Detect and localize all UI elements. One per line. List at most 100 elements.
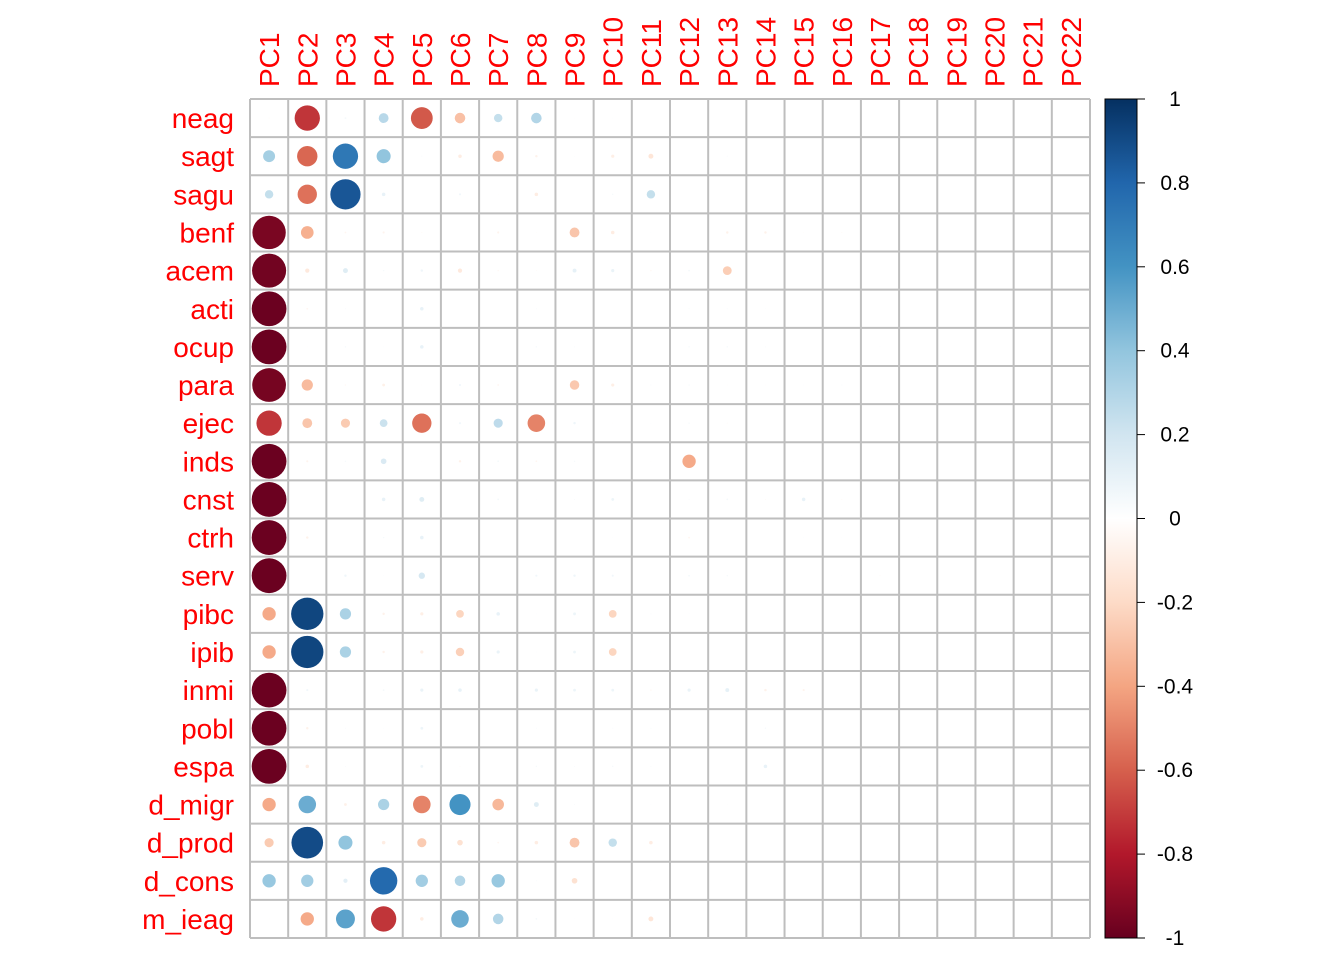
correlation-circle-ipib-PC12: ipib / PC12: 0.02	[688, 651, 690, 653]
correlation-circle-benf-PC10: benf / PC10: -0.1	[610, 230, 615, 235]
correlation-circle-benf-PC16: benf / PC16: -0.03	[841, 231, 843, 234]
correlation-circle-d_migr-PC6: d_migr / PC6: 0.6	[449, 793, 471, 816]
correlation-circle-pibc-PC7: pibc / PC7: 0.1	[496, 612, 500, 616]
column-label-PC21: PC21	[1018, 17, 1049, 87]
correlation-circle-acem-PC6: acem / PC6: -0.12	[457, 268, 463, 273]
correlation-circle-para-PC3: para / PC3: -0.04	[344, 384, 347, 386]
correlation-circle-ctrh-PC2: ctrh / PC2: -0.07	[306, 536, 309, 539]
column-label-PC7: PC7	[483, 33, 514, 87]
correlation-circle-benf-PC2: benf / PC2: -0.36	[300, 226, 314, 239]
correlation-circle-acti-PC13: acti / PC13: 0.03	[726, 308, 728, 310]
correlation-circle-ctrh-PC5: ctrh / PC5: 0.1	[420, 535, 424, 540]
correlation-circle-sagu-PC11: sagu / PC11: 0.24	[646, 190, 656, 199]
correlation-circle-pibc-PC11: pibc / PC11: 0.03	[650, 613, 652, 615]
correlation-circle-inmi-PC9: inmi / PC9: 0.08	[573, 688, 576, 692]
correlation-circle-sagu-PC3: sagu / PC3: 0.86	[330, 179, 361, 210]
row-label-cnst: cnst	[183, 484, 235, 515]
correlation-circle-sagt-PC8: sagt / PC8: -0.07	[535, 154, 538, 158]
correlation-circle-m_ieag-PC1: m_ieag / PC1: -0.02	[268, 918, 270, 920]
correlation-circle-pibc-PC2: pibc / PC2: 0.92	[291, 597, 324, 631]
correlation-circle-pibc-PC9: pibc / PC9: 0.08	[573, 612, 576, 616]
correlation-circle-para-PC11: para / PC11: 0.03	[650, 384, 652, 386]
correlation-circle-acem-PC2: acem / PC2: -0.12	[305, 268, 310, 273]
correlation-circle-ctrh-PC18: ctrh / PC18: 0.02	[917, 537, 919, 538]
correlation-circle-ipib-PC10: ipib / PC10: -0.22	[608, 648, 617, 656]
correlation-circle-inds-PC12: inds / PC12: -0.38	[682, 454, 696, 468]
row-label-d_migr: d_migr	[148, 790, 234, 821]
correlation-circles: neag / PC1: -0.03 neag / PC2: -0.72 neag /…	[251, 105, 919, 932]
correlation-circle-para-PC10: para / PC10: -0.09	[611, 383, 615, 387]
correlation-circle-inmi-PC3: inmi / PC3: 0.02	[345, 689, 346, 691]
correlation-circle-inmi-PC10: inmi / PC10: 0.08	[611, 688, 615, 692]
row-label-m_ieag: m_ieag	[142, 904, 234, 935]
correlation-circle-serv-PC3: serv / PC3: 0.07	[344, 574, 347, 577]
correlation-circle-ocup-PC5: ocup / PC5: 0.1	[420, 345, 424, 349]
grid-lines	[249, 98, 1091, 939]
correlation-circle-para-PC6: para / PC6: 0.06	[458, 383, 462, 387]
correlation-circle-ctrh-PC4: ctrh / PC4: 0.04	[382, 536, 385, 539]
correlation-circle-sagt-PC9: sagt / PC9: 0.02	[574, 155, 575, 157]
column-label-PC2: PC2	[292, 33, 323, 87]
colorbar-gradient	[1104, 98, 1138, 939]
correlation-circle-serv-PC10: serv / PC10: 0.06	[611, 574, 614, 577]
correlation-circle-sagu-PC4: sagu / PC4: 0.1	[381, 192, 386, 197]
correlation-circle-m_ieag-PC5: m_ieag / PC5: -0.1	[420, 917, 424, 921]
correlation-circle-pobl-PC2: pobl / PC2: -0.07	[306, 727, 309, 730]
correlation-circle-acem-PC3: acem / PC3: 0.14	[342, 268, 348, 274]
correlation-circle-serv-PC4: serv / PC4: 0.02	[383, 575, 384, 577]
correlation-circle-serv-PC1: serv / PC1: -0.99	[251, 558, 287, 594]
correlation-circle-inds-PC3: inds / PC3: 0.04	[344, 460, 347, 462]
row-label-serv: serv	[181, 561, 234, 592]
correlation-circle-acti-PC1: acti / PC1: -0.99	[251, 291, 287, 327]
column-label-PC10: PC10	[598, 17, 629, 87]
correlation-circle-espa-PC5: espa / PC5: 0.08	[420, 764, 424, 768]
colorbar-tick-label: 0.8	[1160, 172, 1189, 195]
correlation-circle-ipib-PC6: ipib / PC6: -0.24	[455, 647, 465, 657]
colorbar-tick-label: -1	[1166, 927, 1185, 950]
correlation-circle-para-PC14: para / PC14: -0.02	[765, 384, 766, 386]
correlation-circle-d_cons-PC9: d_cons / PC9: -0.16	[571, 877, 578, 884]
correlation-circle-acem-PC9: acem / PC9: 0.11	[572, 268, 577, 273]
colorbar-tick-label: 0.4	[1160, 340, 1190, 363]
correlation-circle-acem-PC8: acem / PC8: -0.03	[535, 270, 537, 272]
correlation-circle-inds-PC1: inds / PC1: -0.99	[251, 443, 287, 479]
correlation-circle-d_prod-PC4: d_prod / PC4: -0.1	[381, 840, 386, 845]
column-label-PC3: PC3	[330, 33, 361, 87]
correlation-circle-espa-PC11: espa / PC11: 0.03	[650, 765, 652, 767]
correlation-circle-cnst-PC6: cnst / PC6: 0.02	[459, 499, 461, 500]
correlation-circle-ocup-PC3: ocup / PC3: 0.04	[344, 346, 347, 348]
correlation-circle-cnst-PC9: cnst / PC9: 0.03	[574, 498, 576, 500]
correlation-circle-d_migr-PC8: d_migr / PC8: 0.14	[533, 802, 539, 807]
correlation-circle-acem-PC13: acem / PC13: -0.25	[722, 266, 732, 276]
correlation-circle-acem-PC4: acem / PC4: 0.04	[382, 269, 385, 272]
correlation-circle-benf-PC7: benf / PC7: -0.06	[497, 231, 500, 234]
correlation-circle-inmi-PC1: inmi / PC1: -0.99	[251, 672, 287, 708]
correlation-circle-inds-PC11: inds / PC11: -0.02	[650, 460, 652, 462]
row-label-inds: inds	[183, 446, 234, 477]
correlation-circle-sagu-PC2: sagu / PC2: -0.55	[297, 184, 317, 205]
correlation-circle-acem-PC5: acem / PC5: 0.07	[420, 269, 424, 272]
correlation-circle-ocup-PC17: ocup / PC17: 0.02	[879, 346, 881, 348]
correlation-circle-sagt-PC7: sagt / PC7: -0.32	[492, 150, 504, 162]
correlation-circle-acem-PC10: acem / PC10: 0.09	[611, 269, 615, 273]
correlation-circle-ejec-PC5: ejec / PC5: -0.55	[412, 413, 432, 433]
correlation-circle-d_migr-PC4: d_migr / PC4: 0.32	[378, 798, 390, 811]
correlation-circle-espa-PC1: espa / PC1: -0.99	[251, 748, 287, 784]
correlation-circle-ctrh-PC1: ctrh / PC1: -0.99	[251, 520, 287, 555]
row-label-ejec: ejec	[183, 408, 234, 439]
correlation-circle-ejec-PC10: ejec / PC10: -0.02	[612, 422, 614, 424]
correlation-circle-d_cons-PC5: d_cons / PC5: 0.35	[415, 874, 428, 887]
correlation-circle-cnst-PC4: cnst / PC4: 0.1	[381, 497, 386, 502]
correlation-circle-pobl-PC8: pobl / PC8: 0.03	[535, 727, 537, 729]
correlation-circle-serv-PC9: serv / PC9: 0.07	[573, 574, 576, 577]
column-label-PC16: PC16	[827, 17, 858, 87]
correlation-circle-sagt-PC11: sagt / PC11: -0.14	[648, 153, 654, 159]
correlation-circle-neag-PC1: neag / PC1: -0.03	[268, 117, 270, 119]
colorbar-tick-label: -0.6	[1157, 759, 1193, 782]
correlation-circle-serv-PC17: serv / PC17: -0.03	[879, 575, 881, 577]
correlation-circle-m_ieag-PC11: m_ieag / PC11: -0.14	[648, 916, 654, 922]
correlation-circle-pibc-PC10: pibc / PC10: -0.22	[608, 609, 617, 618]
correlation-circle-ejec-PC4: ejec / PC4: 0.22	[379, 419, 388, 428]
correlation-circle-ejec-PC6: ejec / PC6: 0.06	[458, 422, 462, 425]
column-label-PC6: PC6	[445, 33, 476, 87]
